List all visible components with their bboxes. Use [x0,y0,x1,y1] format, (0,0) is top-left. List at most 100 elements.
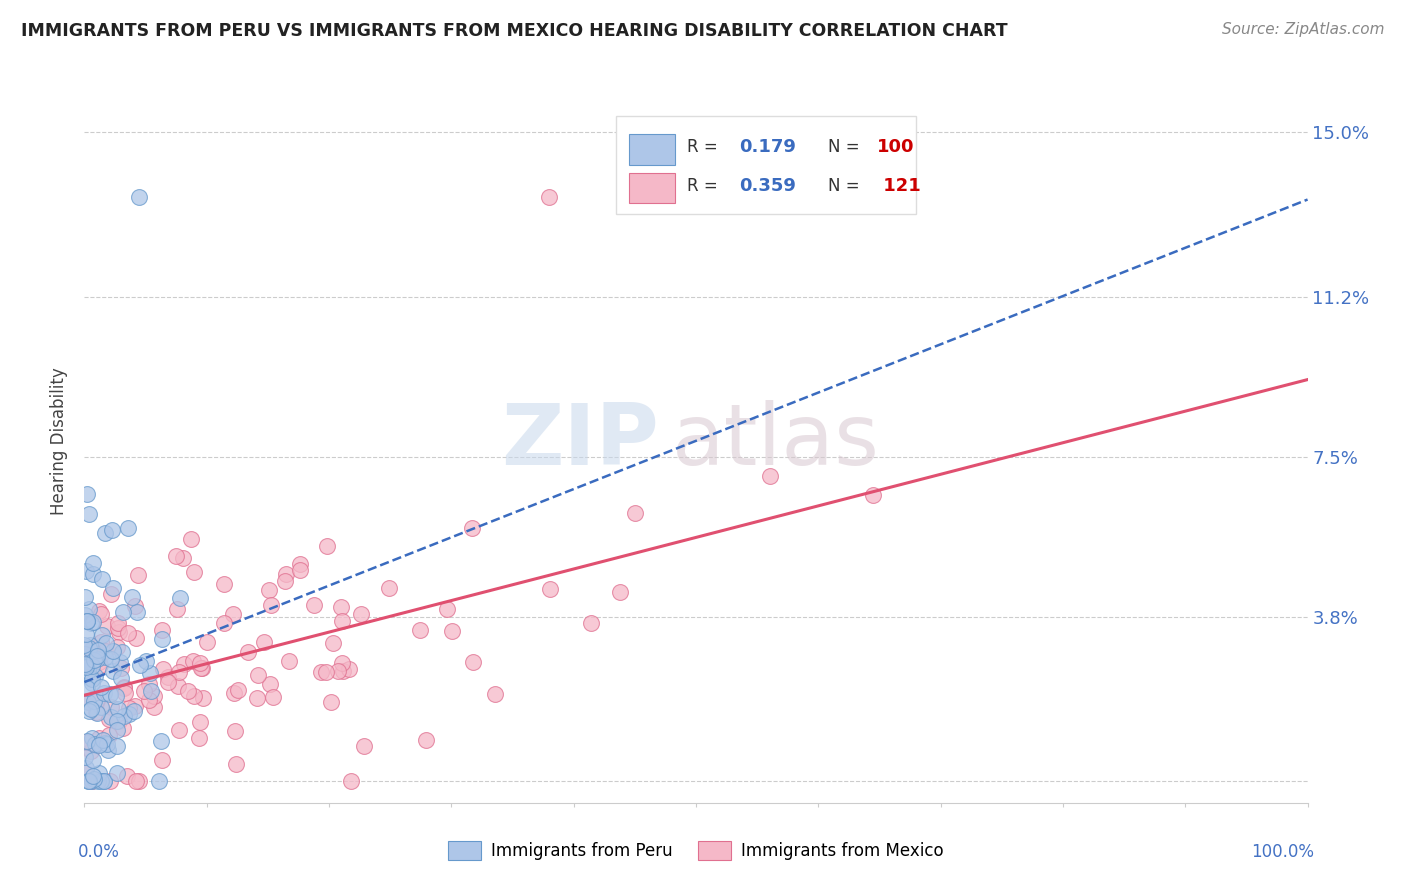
Point [132,683,155,698]
Point [84,644,107,658]
FancyBboxPatch shape [616,117,917,214]
Point [76,486,98,500]
Point [80,676,103,690]
Point [101,524,124,538]
Point [107,615,129,630]
Point [97,728,120,742]
Point [100,710,122,724]
Point [124,599,146,613]
Point [93,686,115,700]
Point [135,654,157,668]
Point [75,564,97,578]
Point [80,702,103,716]
Point [195,635,218,649]
Point [191,661,214,675]
Point [75,735,97,749]
Point [274,574,297,588]
Point [118,701,141,715]
Point [91,732,114,747]
Point [110,661,132,675]
Point [150,734,173,748]
Point [90,572,112,586]
Point [288,557,311,571]
Text: 0.359: 0.359 [738,178,796,195]
Point [107,621,129,635]
Point [122,704,145,718]
Point [142,700,165,714]
Point [89,739,111,753]
Point [84,694,107,708]
Point [107,702,129,716]
Point [80,774,103,789]
Point [82,567,104,582]
Point [86,648,108,663]
Point [75,658,97,673]
Legend: Immigrants from Peru, Immigrants from Mexico: Immigrants from Peru, Immigrants from Me… [441,834,950,867]
Point [166,602,188,616]
Y-axis label: Hearing Disability: Hearing Disability [51,368,69,516]
Point [329,600,352,615]
Text: N =: N = [828,138,865,156]
Point [142,689,165,703]
Point [97,743,120,757]
Point [350,607,373,621]
Text: 0.0%: 0.0% [79,843,120,861]
Point [93,774,115,789]
Point [77,704,100,718]
Point [94,636,117,650]
Point [236,645,259,659]
Point [87,656,110,670]
Point [104,689,127,703]
Point [332,664,354,678]
Point [862,488,884,502]
Point [77,774,100,789]
Text: R =: R = [688,138,724,156]
Point [274,567,297,582]
Point [191,690,214,705]
Point [77,647,100,661]
Point [90,699,112,714]
Point [579,616,602,631]
Text: atlas: atlas [672,400,880,483]
Point [73,607,96,622]
Point [101,581,124,595]
Point [340,774,363,789]
Point [330,656,353,670]
Point [138,677,160,691]
Point [75,766,97,780]
Point [77,602,100,616]
Point [156,670,179,684]
Point [75,761,97,775]
Point [110,645,132,659]
Point [100,699,122,714]
Point [75,647,97,661]
Point [117,521,139,535]
Point [87,774,110,789]
Point [105,739,128,753]
Point [441,624,464,638]
Point [172,550,194,565]
Text: 0.179: 0.179 [738,138,796,156]
Point [353,739,375,753]
Point [315,665,337,679]
Point [127,567,149,582]
Point [166,679,188,693]
Point [76,657,98,672]
Point [82,672,104,686]
Point [96,619,118,633]
Point [315,539,337,553]
Point [156,674,179,689]
Point [103,664,125,678]
Point [117,626,139,640]
Point [319,696,342,710]
Point [80,615,103,630]
Point [105,766,128,780]
Point [139,683,162,698]
Point [105,640,128,654]
Point [538,190,561,204]
Point [90,681,112,695]
Point [79,638,101,652]
Point [183,565,205,579]
Point [98,712,121,726]
Point [112,709,135,723]
